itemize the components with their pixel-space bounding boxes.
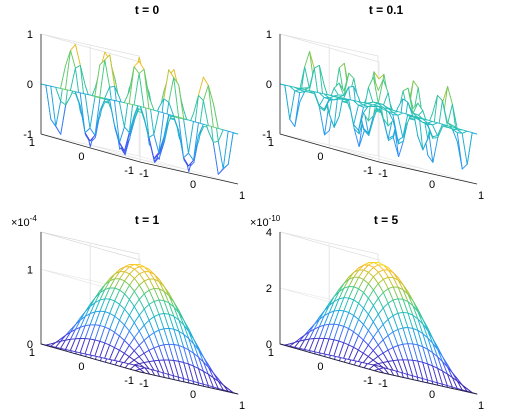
x-tick-label: 0 — [429, 179, 435, 191]
x-tick-label: 0 — [190, 179, 196, 191]
y-tick-label: 1 — [268, 347, 274, 359]
y-tick-label: -1 — [124, 165, 134, 177]
x-tick-label: -1 — [139, 378, 149, 390]
z-exponent-label: ×10-4 — [11, 214, 37, 229]
y-tick-label: -1 — [124, 375, 134, 387]
x-tick-label: 1 — [239, 400, 245, 412]
x-tick-label: -1 — [139, 168, 149, 180]
x-tick-label: 1 — [478, 190, 484, 202]
subplot-title: t = 0 — [135, 3, 160, 17]
x-tick-label: 0 — [190, 389, 196, 401]
z-tick-label: 1 — [27, 264, 33, 276]
y-tick-label: -1 — [363, 165, 373, 177]
y-tick-label: 0 — [78, 151, 84, 163]
x-tick-label: -1 — [378, 168, 388, 180]
y-tick-label: 0 — [317, 361, 323, 373]
x-tick-label: 1 — [478, 400, 484, 412]
x-tick-label: 1 — [239, 190, 245, 202]
z-tick-label: 2 — [266, 283, 272, 295]
subplot-title: t = 5 — [374, 213, 399, 227]
y-tick-label: 1 — [29, 137, 35, 149]
z-tick-label: 0 — [266, 79, 272, 91]
y-tick-label: 0 — [317, 151, 323, 163]
subplot-title: t = 1 — [135, 213, 160, 227]
subplot-title: t = 0.1 — [369, 3, 404, 17]
z-tick-label: 0 — [27, 79, 33, 91]
z-tick-label: 1 — [27, 29, 33, 41]
z-exponent-label: ×10-10 — [250, 214, 281, 229]
y-tick-label: 1 — [29, 347, 35, 359]
y-tick-label: -1 — [363, 375, 373, 387]
y-tick-label: 1 — [268, 137, 274, 149]
x-tick-label: 0 — [429, 389, 435, 401]
y-tick-label: 0 — [78, 361, 84, 373]
z-tick-label: 1 — [266, 29, 272, 41]
x-tick-label: -1 — [378, 378, 388, 390]
